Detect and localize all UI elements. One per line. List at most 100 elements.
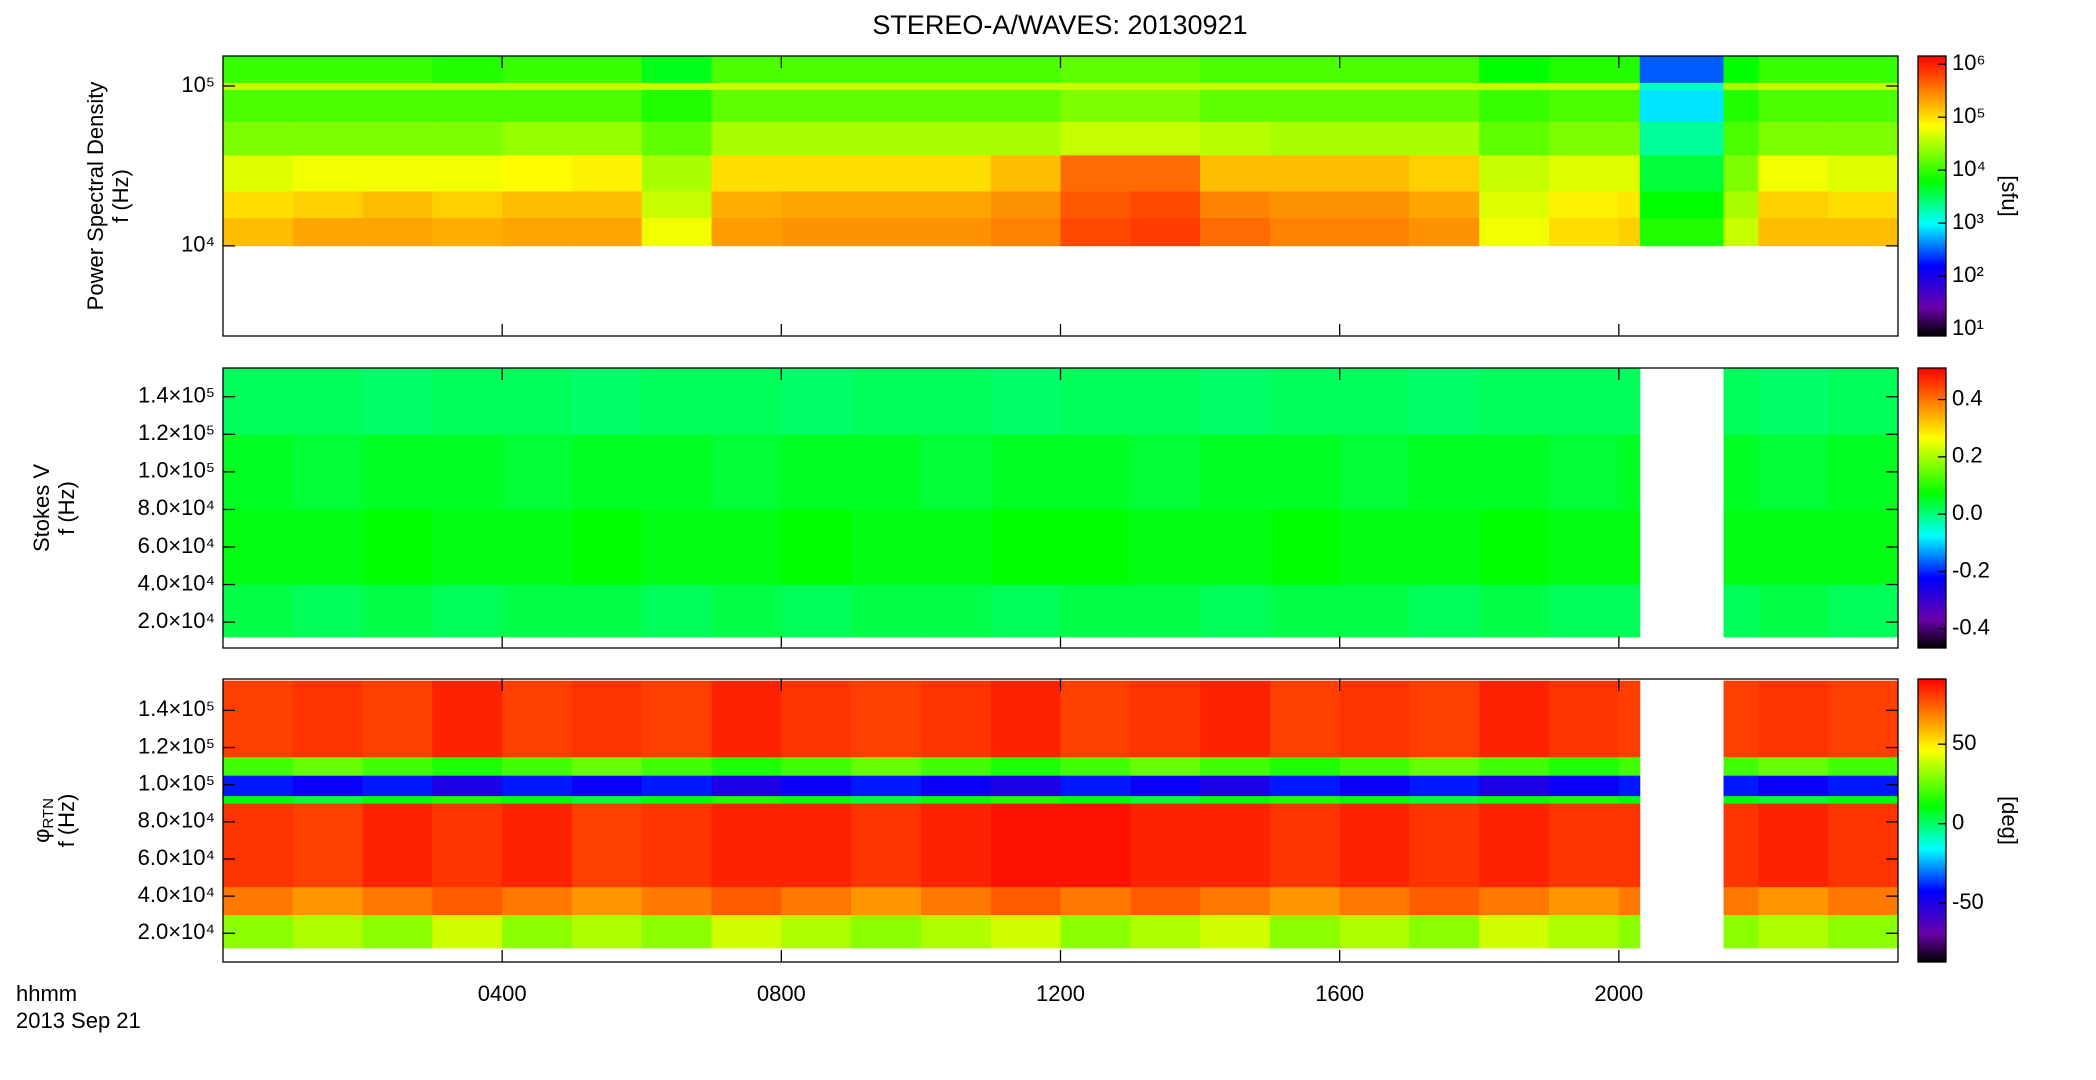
heatmap-cell	[502, 914, 573, 949]
heatmap-cell	[1618, 795, 1641, 804]
heatmap-cell	[1618, 914, 1641, 949]
heatmap-cell	[1723, 680, 1759, 758]
heatmap-cell	[1060, 191, 1131, 219]
heatmap-cell	[851, 756, 922, 776]
heatmap-cell	[432, 155, 503, 192]
y-axis-label: f (Hz)	[54, 794, 79, 848]
heatmap-cell	[1479, 775, 1550, 797]
colorbar-tick-label: 0.2	[1952, 443, 1983, 468]
heatmap-cell	[920, 368, 992, 435]
quantity-text: Stokes V	[29, 464, 54, 552]
heatmap-cell	[502, 886, 573, 916]
heatmap-cell	[1618, 121, 1641, 156]
heatmap-cell	[1339, 803, 1410, 888]
heatmap-cell	[990, 155, 1061, 192]
heatmap-cell	[362, 191, 433, 219]
heatmap-cell	[1618, 56, 1641, 83]
heatmap-cell	[1409, 89, 1480, 122]
heatmap-cell	[851, 509, 922, 585]
heatmap-cell	[851, 121, 922, 156]
heatmap-cell	[223, 155, 294, 192]
heatmap-cell	[1639, 89, 1725, 122]
heatmap-cell	[1269, 217, 1341, 247]
chart-title: STEREO-A/WAVES: 20130921	[872, 10, 1247, 40]
heatmap-cell	[362, 434, 433, 510]
heatmap-cell	[1200, 680, 1271, 758]
heatmap-cell	[1409, 434, 1480, 510]
heatmap-cell	[920, 756, 992, 776]
heatmap-cell	[1269, 775, 1341, 797]
heatmap-cell	[641, 121, 713, 156]
heatmap-cell	[990, 795, 1061, 804]
heatmap-cell	[1758, 82, 1829, 90]
heatmap-cell	[1618, 756, 1641, 776]
heatmap-cell	[1479, 82, 1550, 90]
heatmap-cell	[1639, 191, 1725, 219]
heatmap-cell	[1339, 886, 1410, 916]
heatmap-cell	[781, 680, 852, 758]
heatmap-cell	[641, 803, 713, 888]
quantity-subscript: RTN	[40, 798, 57, 829]
heatmap-cell	[1339, 756, 1410, 776]
heatmap-cell	[1269, 82, 1341, 90]
heatmap-cell	[711, 756, 782, 776]
heatmap-cell	[362, 56, 433, 83]
y-tick-label: 10⁴	[181, 232, 215, 257]
heatmap-cell	[1060, 82, 1131, 90]
heatmap-cell	[1758, 584, 1829, 638]
heatmap-cell	[292, 56, 364, 83]
heatmap-cell	[571, 434, 643, 510]
heatmap-cell	[1618, 82, 1641, 90]
heatmap-cell	[432, 756, 503, 776]
heatmap-cell	[571, 914, 643, 949]
heatmap-cell	[362, 795, 433, 804]
colorbar-tick-label: 10⁴	[1952, 156, 1986, 181]
heatmap-cell	[641, 584, 713, 638]
heatmap-cell	[1269, 795, 1341, 804]
heatmap-cell	[641, 368, 713, 435]
heatmap-cell	[920, 775, 992, 797]
colorbar-tick-label: -0.2	[1952, 557, 1990, 582]
heatmap-cell	[1409, 775, 1480, 797]
heatmap-cell	[571, 368, 643, 435]
heatmap-cell	[1130, 509, 1201, 585]
heatmap-cell	[1723, 775, 1759, 797]
heatmap-cell	[223, 775, 294, 797]
heatmap-cell	[1549, 121, 1620, 156]
colorbar-tick-label: 0.0	[1952, 500, 1983, 525]
heatmap-cell	[1339, 775, 1410, 797]
heatmap-cell	[1200, 56, 1271, 83]
heatmap-cell	[432, 56, 503, 83]
colorbar	[1917, 367, 1947, 649]
heatmap-cell	[1479, 217, 1550, 247]
heatmap-cell	[711, 89, 782, 122]
heatmap-cell	[1723, 121, 1759, 156]
heatmap-cell	[1549, 914, 1620, 949]
heatmap-cell	[362, 217, 433, 247]
heatmap-cell	[1269, 509, 1341, 585]
heatmap-cell	[851, 584, 922, 638]
heatmap-cell	[1723, 434, 1759, 510]
heatmap-cell	[1479, 56, 1550, 83]
heatmap-cell	[1130, 191, 1201, 219]
heatmap-cell	[1758, 56, 1829, 83]
heatmap-cell	[1723, 756, 1759, 776]
heatmap-cell	[1828, 584, 1899, 638]
heatmap-cell	[1549, 756, 1620, 776]
colorbar-tick-label: 50	[1952, 730, 1976, 755]
y-tick-label: 1.2×10⁵	[138, 733, 215, 758]
heatmap-cell	[711, 82, 782, 90]
heatmap-cell	[1339, 217, 1410, 247]
heatmap-cell	[1723, 217, 1759, 247]
heatmap-cell	[711, 509, 782, 585]
heatmap-cell	[223, 756, 294, 776]
heatmap-cell	[432, 121, 503, 156]
heatmap-cell	[362, 803, 433, 888]
heatmap-cell	[1269, 155, 1341, 192]
heatmap-cell	[1758, 155, 1829, 192]
heatmap-cell	[362, 756, 433, 776]
heatmap-cell	[571, 795, 643, 804]
heatmap-cell	[990, 680, 1061, 758]
heatmap-cell	[990, 803, 1061, 888]
heatmap-cell	[851, 914, 922, 949]
